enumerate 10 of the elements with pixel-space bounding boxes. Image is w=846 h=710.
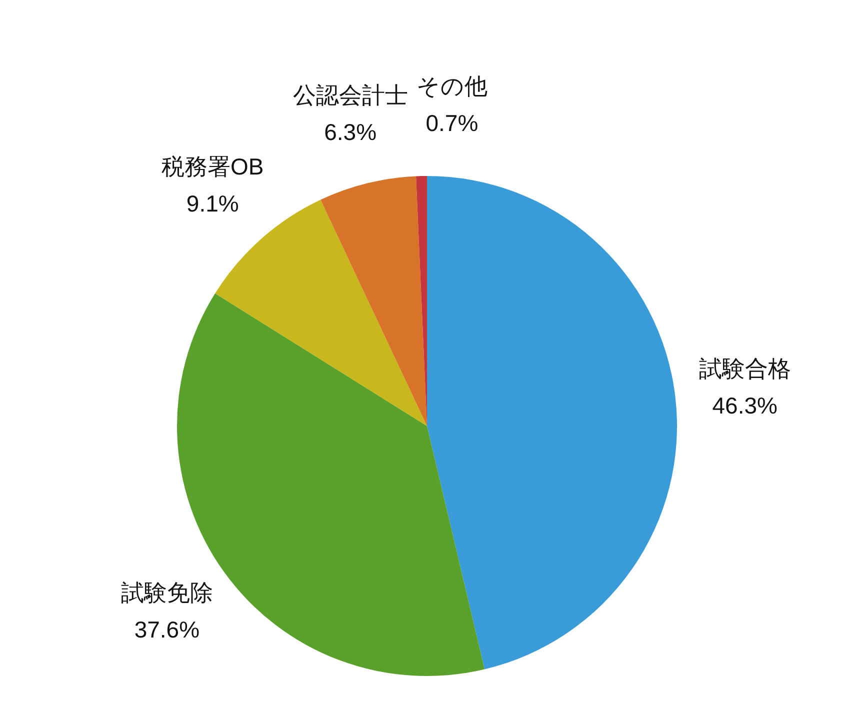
- data-label: 9.1%: [186, 190, 239, 216]
- slice-label: 税務署OB: [162, 153, 264, 180]
- slice-label: 公認会計士: [292, 82, 408, 108]
- slice-label: その他: [416, 72, 488, 99]
- data-label: 46.3%: [712, 392, 778, 419]
- slice-label: 試験合格: [698, 356, 791, 382]
- slice-label: 試験免除: [120, 579, 213, 606]
- data-label: 37.6%: [134, 616, 200, 642]
- data-label: 0.7%: [426, 110, 478, 136]
- data-label: 6.3%: [324, 119, 377, 146]
